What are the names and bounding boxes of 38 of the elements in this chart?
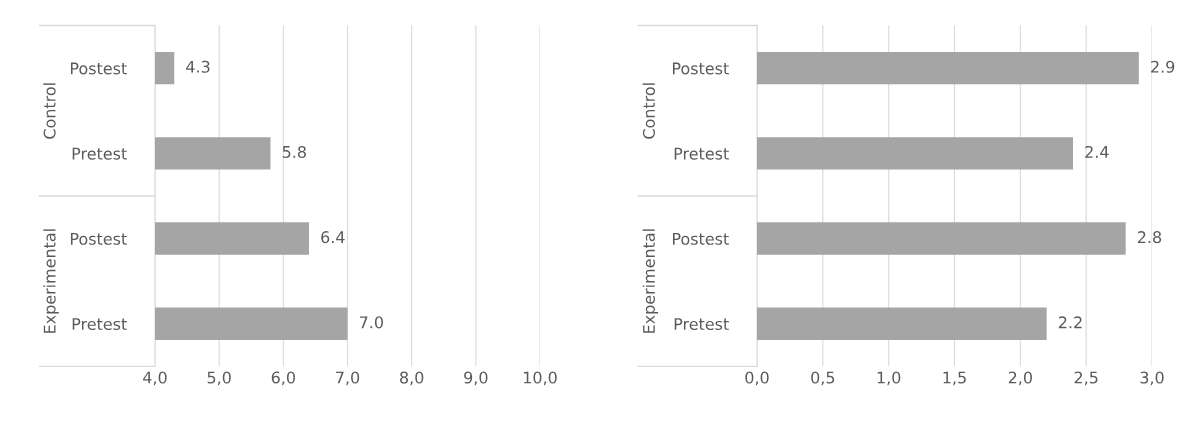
x-tick-label: 1,5 bbox=[943, 371, 966, 386]
y-tick-label: Postest bbox=[672, 62, 729, 75]
y-tick-label: Postest bbox=[70, 62, 127, 75]
bar bbox=[757, 51, 1139, 85]
text: Experimental bbox=[43, 229, 59, 333]
x-tick-label: 2,5 bbox=[1074, 371, 1098, 386]
x-tick-label: 3,0 bbox=[1140, 371, 1164, 386]
text: Control bbox=[43, 83, 56, 139]
y-tick-label: Pretest bbox=[674, 147, 729, 160]
y-tick-label: Pretest bbox=[72, 147, 127, 160]
y-tick-label: Pretest bbox=[674, 318, 729, 331]
y-tick-label: Postest bbox=[672, 232, 729, 245]
data-label: 7.0 bbox=[359, 316, 383, 329]
x-tick-label: 2,0 bbox=[1008, 371, 1032, 386]
x-tick-label: 6,0 bbox=[271, 371, 295, 386]
data-label: 2.8 bbox=[1137, 231, 1162, 244]
x-tick-label: 0,0 bbox=[745, 371, 769, 386]
data-label: 2.4 bbox=[1085, 145, 1109, 158]
bar bbox=[757, 222, 1126, 255]
x-tick-label: 10,0 bbox=[523, 371, 557, 386]
data-label: 2.9 bbox=[1151, 60, 1175, 73]
text: Experimental bbox=[642, 229, 659, 333]
data-label: 4.3 bbox=[186, 60, 210, 73]
bar bbox=[757, 137, 1073, 170]
x-tick-label: 1,0 bbox=[877, 371, 901, 386]
x-tick-label: 0,5 bbox=[811, 371, 835, 386]
x-tick-label: 4,0 bbox=[143, 371, 167, 386]
x-tick-label: 8,0 bbox=[400, 371, 424, 386]
text: Control bbox=[642, 83, 655, 139]
x-tick-label: 7,0 bbox=[336, 371, 360, 386]
x-tick-label: 5,0 bbox=[207, 371, 231, 386]
data-label: 6.4 bbox=[321, 231, 345, 244]
y-tick-label: Postest bbox=[70, 232, 127, 245]
bar bbox=[757, 307, 1047, 340]
data-label: 2.2 bbox=[1058, 316, 1082, 329]
y-tick-label: Pretest bbox=[72, 318, 127, 331]
data-label: 5.8 bbox=[282, 145, 306, 158]
x-tick-label: 9,0 bbox=[464, 371, 488, 386]
